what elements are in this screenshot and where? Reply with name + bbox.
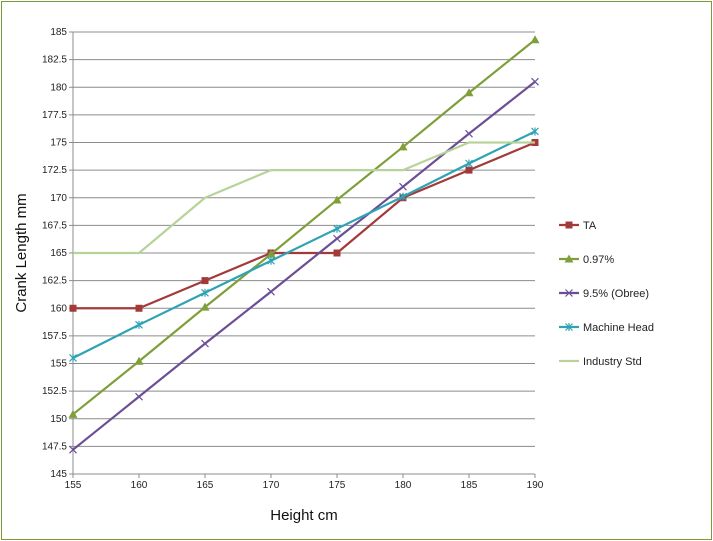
y-tick-label: 180	[50, 82, 67, 93]
series-9-5-obree-	[69, 77, 539, 454]
legend-marker	[565, 221, 573, 229]
x-axis-title: Height cm	[270, 507, 338, 524]
data-point	[464, 88, 474, 97]
series-line	[73, 141, 535, 255]
y-tick-label: 177.5	[42, 110, 67, 121]
data-point	[333, 249, 341, 257]
y-tick-label: 175	[50, 138, 67, 149]
data-point	[68, 409, 78, 418]
x-tick-label: 170	[263, 480, 280, 491]
legend-item: Machine Head	[559, 322, 654, 334]
data-point	[530, 35, 540, 44]
data-point	[201, 288, 209, 297]
data-point	[531, 77, 539, 86]
y-tick-label: 152.5	[42, 386, 67, 397]
data-point	[266, 249, 276, 258]
y-tick-label: 165	[50, 248, 67, 259]
data-point	[465, 159, 473, 168]
x-tick-label: 165	[197, 480, 214, 491]
series-line	[72, 38, 536, 416]
legend-label: Machine Head	[583, 322, 654, 334]
legend-item: Industry Std	[559, 356, 642, 368]
x-tick-label: 185	[461, 480, 478, 491]
series-0-97-	[68, 35, 540, 418]
x-tick-label: 160	[131, 480, 148, 491]
x-axis-ticks: 155 160 165 170 175 180 185 190	[65, 474, 544, 491]
x-tick-label: 175	[329, 480, 346, 491]
y-tick-label: 162.5	[42, 276, 67, 287]
data-point	[267, 256, 275, 265]
legend-label: TA	[583, 220, 597, 232]
legend-item: 9.5% (Obree)	[559, 288, 649, 300]
data-point	[267, 287, 275, 296]
y-axis-ticks: 145 147.5 150 152.5 155 157.5 160 162.5 165 167.5…	[42, 27, 73, 480]
legend-label: 0.97%	[583, 254, 614, 266]
data-point	[201, 339, 209, 348]
data-point	[69, 445, 77, 454]
legend-item: TA	[559, 220, 597, 232]
data-point	[135, 304, 143, 312]
series-line	[72, 80, 536, 451]
y-tick-label: 145	[50, 469, 67, 480]
y-tick-label: 160	[50, 303, 67, 314]
data-point	[465, 166, 473, 174]
data-point	[134, 356, 144, 365]
x-tick-label: 180	[395, 480, 412, 491]
y-tick-label: 157.5	[42, 331, 67, 342]
legend-label: 9.5% (Obree)	[583, 288, 649, 300]
data-point	[333, 234, 341, 243]
legend: TA 0.97% 9.5% (Obree) Machine Head Industry …	[559, 220, 654, 368]
y-tick-label: 155	[50, 359, 67, 370]
data-point	[332, 195, 342, 204]
y-tick-label: 170	[50, 193, 67, 204]
series-machine-head	[69, 127, 539, 362]
y-tick-label: 185	[50, 27, 67, 38]
y-axis-title: Crank Length mm	[13, 193, 30, 312]
x-tick-label: 190	[527, 480, 544, 491]
series-line	[73, 141, 536, 310]
legend-marker	[564, 254, 574, 263]
y-tick-label: 167.5	[42, 220, 67, 231]
data-point	[69, 353, 77, 362]
data-point	[135, 320, 143, 329]
x-tick-label: 155	[65, 480, 82, 491]
data-point	[200, 302, 210, 311]
legend-marker	[565, 323, 573, 331]
data-point	[333, 224, 341, 233]
legend-label: Industry Std	[583, 356, 642, 368]
data-point	[69, 304, 77, 312]
data-point	[531, 127, 539, 136]
data-point	[135, 392, 143, 401]
data-point	[201, 277, 209, 285]
data-point	[399, 192, 407, 201]
y-tick-label: 147.5	[42, 441, 67, 452]
series-line	[72, 130, 536, 359]
series-group	[68, 35, 540, 454]
data-point	[398, 142, 408, 151]
y-tick-label: 172.5	[42, 165, 67, 176]
legend-item: 0.97%	[559, 254, 614, 266]
data-point	[399, 182, 407, 191]
y-tick-label: 182.5	[42, 55, 67, 66]
legend-marker	[565, 289, 573, 297]
y-tick-label: 150	[50, 414, 67, 425]
series-industry-std	[73, 141, 535, 255]
data-point	[465, 129, 473, 138]
